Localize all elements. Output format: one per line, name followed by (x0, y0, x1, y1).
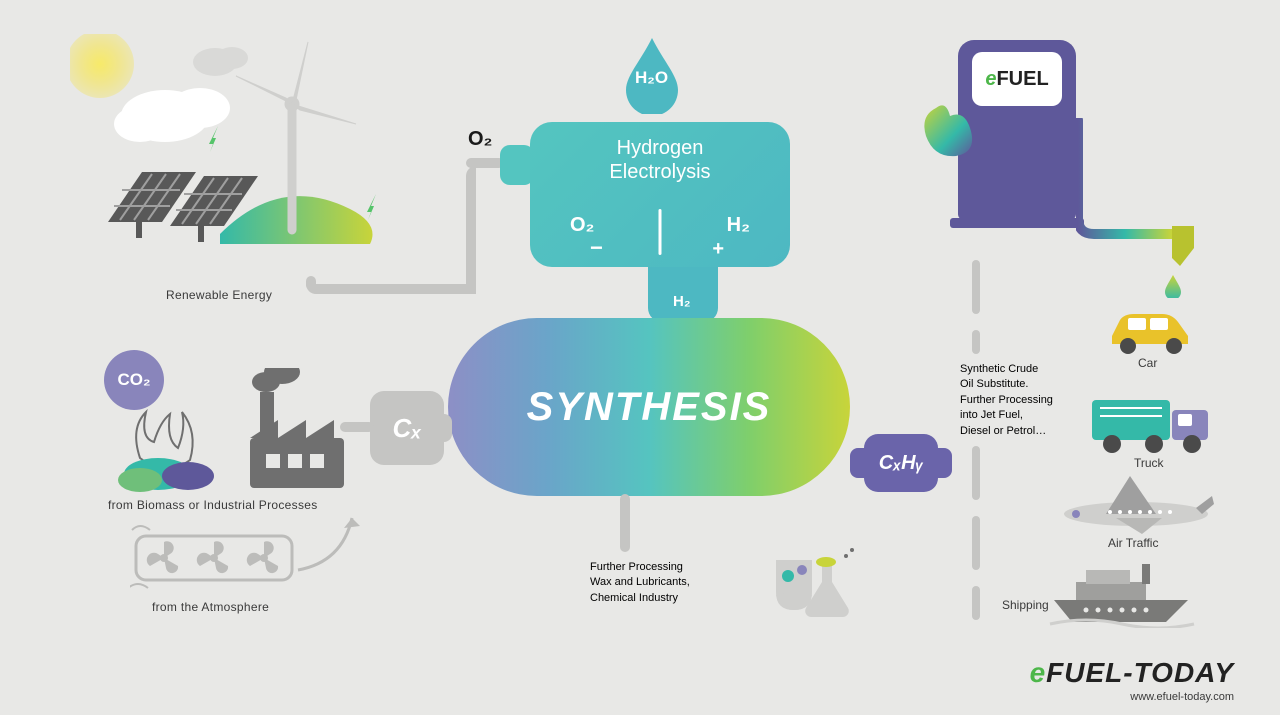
road-dash (972, 330, 980, 354)
synthesis-capsule: SYNTHESIS (448, 318, 850, 496)
road-dash (972, 586, 980, 620)
car-label: Car (1138, 356, 1157, 370)
ship-icon (1046, 556, 1196, 628)
road-dash (972, 446, 980, 500)
o2-label: O₂ (468, 128, 492, 151)
fuel-pump-blob-icon (916, 96, 980, 176)
fuel-pump-screen: eFUEL (972, 52, 1062, 106)
car-icon (1104, 306, 1198, 356)
connector-line (340, 422, 374, 432)
bolt-icon (209, 126, 218, 152)
electrolysis-minus: − (590, 235, 603, 261)
truck-label: Truck (1134, 456, 1164, 470)
cxhy-tab (936, 448, 952, 478)
cloud-icon (114, 88, 230, 142)
renewable-energy-scene (70, 34, 410, 284)
connector-line (306, 284, 476, 294)
water-drop-label: H₂O (635, 68, 668, 88)
connector-line (466, 166, 476, 294)
road-dash (972, 516, 980, 570)
ship-label: Shipping (1002, 598, 1049, 612)
airplane-icon (1046, 474, 1216, 538)
bolt-icon (367, 194, 376, 220)
fuel-pump-hose (1076, 118, 1196, 258)
electrolysis-title: Hydrogen Electrolysis (530, 136, 790, 184)
electrolysis-plus: + (712, 238, 724, 261)
cx-tab (438, 414, 452, 442)
fuel-drip-icon (1164, 274, 1182, 298)
fuel-pump-base (950, 218, 1084, 228)
truck-icon (1088, 392, 1218, 456)
co2-biomass-scene (110, 368, 370, 508)
cx-block: Cₓ (370, 391, 444, 465)
h2-pipe-label: H₂ (673, 293, 691, 310)
air-label: Air Traffic (1108, 536, 1158, 550)
electrolysis-h2-label: H₂ (727, 214, 750, 237)
factory-icon (250, 368, 344, 488)
renewable-label: Renewable Energy (166, 288, 272, 302)
connector-line (466, 158, 504, 168)
logo-url: www.efuel-today.com (1130, 691, 1234, 703)
dac-arrow (292, 500, 378, 580)
electrolysis-o2-outlet (500, 145, 534, 185)
cloud-icon (193, 47, 248, 76)
sun-icon (70, 34, 134, 98)
electrolysis-o2-label: O₂ (570, 214, 594, 237)
dac-icon (130, 524, 310, 594)
connector-line (620, 494, 630, 552)
biomass-icon (118, 412, 214, 492)
logo: eFUEL-TODAY (1030, 657, 1234, 689)
cxhy-block: CₓHᵧ (864, 434, 938, 492)
lab-flask-icon (762, 548, 862, 628)
synthesis-label: SYNTHESIS (527, 385, 772, 430)
road-dash (972, 260, 980, 314)
atmosphere-label: from the Atmosphere (152, 600, 269, 614)
chem-label: Further Processing Wax and Lubricants, C… (590, 560, 750, 606)
biomass-label: from Biomass or Industrial Processes (108, 498, 318, 512)
electrolysis-divider (659, 209, 662, 255)
electrolysis-box: Hydrogen Electrolysis O₂ H₂ − + (530, 122, 790, 267)
